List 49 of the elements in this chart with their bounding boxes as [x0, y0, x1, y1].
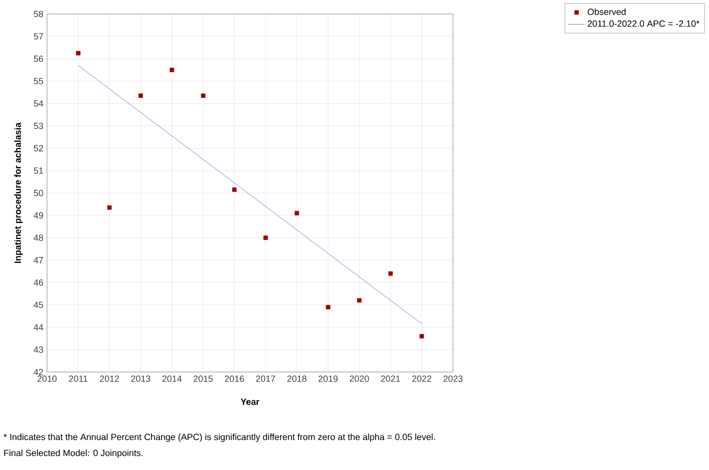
text: * Indicates that the Annual Percent Change (APC) is significantly different from zero at the alpha = 0.05 level.	[4, 434, 435, 442]
y-tick-label: 46	[34, 279, 44, 286]
x-tick-label: 2013	[131, 376, 150, 382]
x-tick-label: 2021	[381, 376, 400, 382]
x-tick-label: 2017	[256, 376, 276, 382]
point	[357, 298, 362, 303]
legend-label: Observed	[588, 8, 626, 16]
point	[326, 304, 330, 310]
point	[294, 210, 300, 216]
y-tick-label: 55	[34, 78, 44, 84]
point	[200, 93, 206, 98]
point	[76, 50, 80, 56]
x-tick-label: 2019	[318, 376, 338, 382]
y-tick-label: 51	[34, 167, 44, 174]
y-tick-label: 43	[34, 346, 44, 353]
y-tick-label: 53	[34, 122, 44, 130]
y-tick-label: 42	[34, 368, 44, 376]
y-tick-label: 45	[34, 302, 44, 308]
x-tick-label: 2014	[162, 376, 182, 382]
point	[232, 187, 237, 192]
y-tick-label: 44	[34, 324, 44, 330]
x-tick-label: 2015	[194, 376, 213, 382]
legend-label: 2011.0-2022.0 APC = -2.10*	[588, 20, 700, 27]
point	[107, 205, 112, 210]
y-tick-label: 48	[34, 234, 44, 241]
y-tick-label: 52	[34, 145, 44, 152]
y-tick-label: 50	[34, 190, 44, 196]
x-tick-label: 2012	[100, 376, 119, 382]
y-axis-title: Inpatinet procedure for achalasia	[14, 122, 23, 263]
x-tick-label: 2010	[37, 376, 57, 382]
y-tick-label: 57	[34, 33, 44, 40]
y-tick-label: 56	[34, 56, 44, 62]
point	[420, 334, 424, 338]
x-tick-label: 2020	[350, 376, 369, 382]
x-axis-title: Year	[240, 398, 260, 405]
y-tick-label: 58	[34, 10, 44, 18]
y-tick-label: 54	[34, 100, 44, 107]
x-tick-label: 2016	[224, 376, 244, 382]
point	[170, 68, 174, 72]
text: Final Selected Model: 0 Joinpoints.	[4, 450, 143, 458]
x-tick-label: 2011	[69, 376, 88, 382]
x-tick-label: 2023	[443, 376, 463, 382]
y-tick-label: 49	[34, 212, 44, 219]
y-tick-label: 47	[34, 257, 44, 264]
x-tick-label: 2018	[287, 376, 306, 382]
point	[388, 271, 393, 276]
point	[263, 236, 268, 240]
point	[138, 93, 143, 98]
x-tick-label: 2022	[412, 376, 432, 382]
